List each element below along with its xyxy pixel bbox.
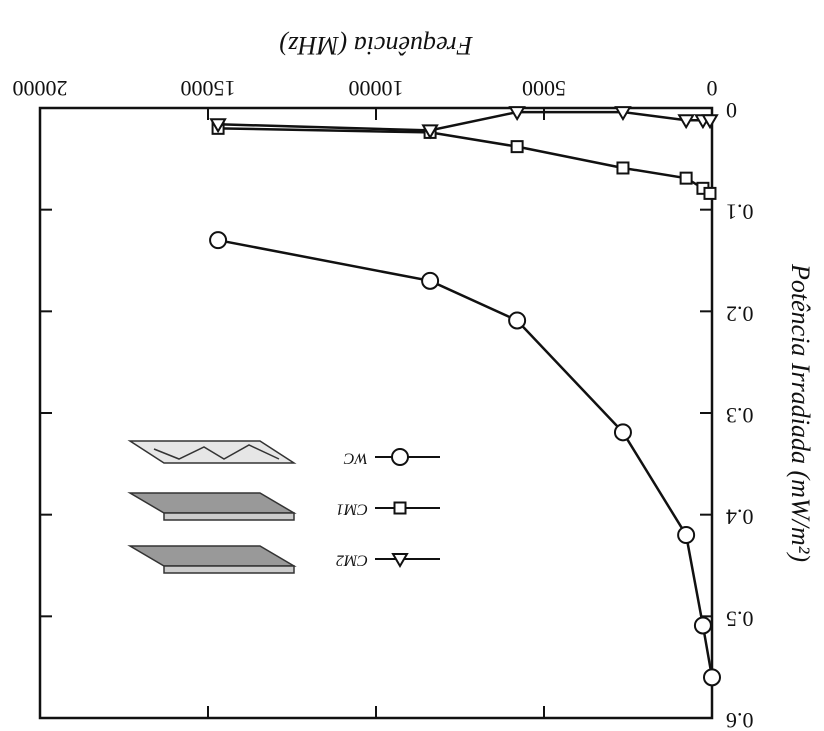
x-tick-label: 10000 [349,76,404,101]
legend-marker [395,503,406,514]
marker [681,173,692,184]
marker [704,669,720,685]
marker [615,424,631,440]
legend-marker [392,449,408,465]
x-axis-title: Frequência (MHz) [279,31,473,60]
plot-frame [40,108,712,718]
x-tick-label: 5000 [522,76,566,101]
marker [210,232,226,248]
chart-body: Frequência (MHz) Potência Irradiada (mW/… [13,31,816,731]
y-tick-label: 0.4 [726,505,754,530]
marker [512,141,523,152]
marker [422,273,438,289]
legend-label: WC [344,449,368,466]
x-tick-label: 0 [707,76,718,101]
y-axis-title: Potência Irradiada (mW/m²) [786,263,815,562]
legend-label: CM2 [336,551,368,568]
marker [695,617,711,633]
y-tick-label: 0.2 [726,301,754,326]
marker [617,162,628,173]
y-tick-label: 0 [726,98,737,123]
marker [678,527,694,543]
marker [704,188,715,199]
legend-illustrations [130,441,294,573]
y-tick-label: 0.3 [726,403,754,428]
marker [509,312,525,328]
series-line [218,128,710,193]
series-line [218,112,710,130]
y-tick-label: 0.1 [726,200,754,225]
x-tick-label: 20000 [13,76,68,101]
legend-label: CM1 [336,500,368,517]
series-line [218,240,712,677]
y-tick-label: 0.6 [726,708,754,731]
y-tick-label: 0.5 [726,606,754,631]
chart: Frequência (MHz) Potência Irradiada (mW/… [0,0,824,731]
x-tick-label: 15000 [181,76,236,101]
